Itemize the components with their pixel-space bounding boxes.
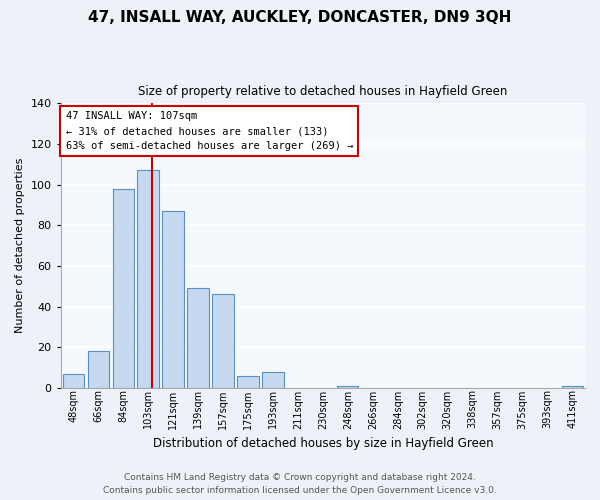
Text: 47 INSALL WAY: 107sqm
← 31% of detached houses are smaller (133)
63% of semi-det: 47 INSALL WAY: 107sqm ← 31% of detached … <box>66 112 353 151</box>
Bar <box>113 188 134 388</box>
Text: 47, INSALL WAY, AUCKLEY, DONCASTER, DN9 3QH: 47, INSALL WAY, AUCKLEY, DONCASTER, DN9 … <box>88 10 512 25</box>
Bar <box>562 386 583 388</box>
Text: Contains HM Land Registry data © Crown copyright and database right 2024.
Contai: Contains HM Land Registry data © Crown c… <box>103 473 497 495</box>
Bar <box>262 372 284 388</box>
Title: Size of property relative to detached houses in Hayfield Green: Size of property relative to detached ho… <box>138 85 508 98</box>
Bar <box>163 211 184 388</box>
Bar <box>137 170 159 388</box>
X-axis label: Distribution of detached houses by size in Hayfield Green: Distribution of detached houses by size … <box>152 437 493 450</box>
Bar <box>187 288 209 388</box>
Bar <box>212 294 233 388</box>
Bar <box>238 376 259 388</box>
Bar <box>88 352 109 388</box>
Bar <box>337 386 358 388</box>
Y-axis label: Number of detached properties: Number of detached properties <box>15 158 25 334</box>
Bar <box>62 374 84 388</box>
